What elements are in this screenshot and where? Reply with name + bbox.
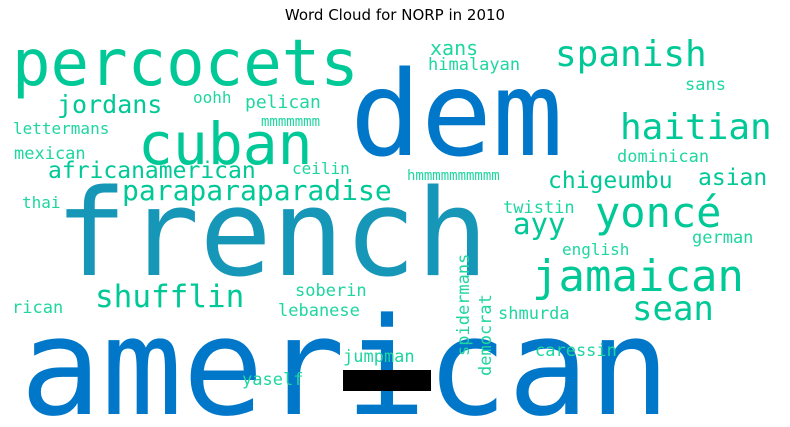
word-french: french	[55, 165, 489, 304]
word-oohh: oohh	[193, 88, 232, 107]
word-xans: xans	[430, 36, 479, 60]
word-german: german	[692, 228, 754, 248]
word-spidermans: spidermans	[454, 253, 474, 356]
word-paraparaparadise: paraparaparadise	[122, 174, 392, 207]
word-africanamerican: africanamerican	[48, 158, 256, 184]
word-chigeumbu: chigeumbu	[548, 168, 673, 194]
word-dem: dem	[350, 45, 564, 183]
word-jumpman: jumpman	[343, 347, 415, 367]
word-lettermans: lettermans	[13, 119, 110, 138]
word-dominican: dominican	[617, 147, 710, 167]
word-caressin: caressin	[535, 341, 617, 361]
word-thai: thai	[22, 193, 61, 212]
word-asian: asian	[698, 165, 768, 191]
word-sean: sean	[632, 289, 714, 329]
word-himalayan: himalayan	[428, 55, 521, 75]
word-cloud: american french dem percocets cuban jama…	[10, 30, 780, 422]
word-pelican: pelican	[245, 92, 321, 113]
word-english: english	[562, 240, 630, 259]
word-mexican: mexican	[14, 144, 86, 164]
word-lebanese: lebanese	[278, 301, 360, 321]
word-cuban: cuban	[138, 110, 313, 178]
word-hmmmmmmmmmm: hmmmmmmmmmm	[407, 168, 500, 184]
word-rican: rican	[12, 298, 64, 318]
word-ceilin: ceilin	[292, 159, 350, 178]
word-ayy: ayy	[513, 207, 566, 241]
word-mmmmmmm: mmmmmmm	[261, 114, 321, 130]
word-haitian: haitian	[620, 107, 772, 148]
word-yaself: yaself	[242, 370, 304, 390]
word-jamaican: jamaican	[532, 251, 744, 302]
word-soberin: soberin	[295, 281, 367, 301]
word-yonce: yoncé	[595, 188, 722, 237]
word-jordans: jordans	[57, 90, 163, 119]
word-democrat: democrat	[476, 294, 496, 376]
word-spanish: spanish	[555, 34, 707, 75]
word-shufflin: shufflin	[95, 279, 245, 315]
word-twistin: twistin	[503, 198, 575, 218]
redaction-bar	[343, 370, 431, 391]
word-shmurda: shmurda	[498, 304, 570, 324]
word-sans: sans	[685, 75, 726, 95]
word-american: american	[20, 289, 671, 422]
word-percocets: percocets	[12, 30, 359, 101]
chart-title: Word Cloud for NORP in 2010	[284, 6, 506, 24]
